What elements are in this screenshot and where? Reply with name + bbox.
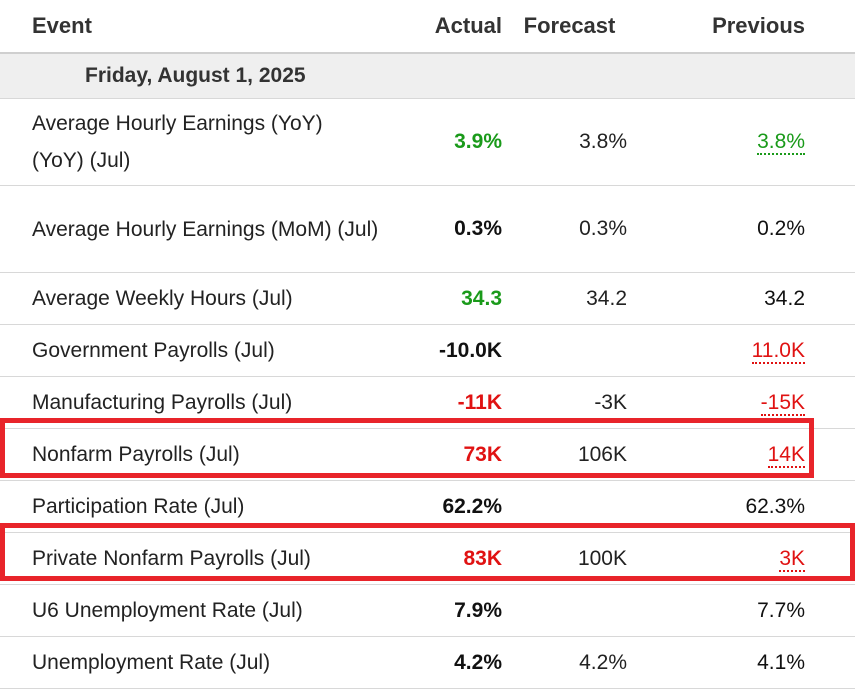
- previous-revised-value[interactable]: 14K: [767, 442, 805, 468]
- event-name[interactable]: Participation Rate (Jul): [0, 480, 390, 533]
- header-event[interactable]: Event: [0, 0, 390, 54]
- actual-value: 7.9%: [390, 584, 502, 637]
- previous-value: 34.2: [637, 272, 805, 325]
- actual-value: 73K: [390, 428, 502, 481]
- actual-value: -10.0K: [390, 324, 502, 377]
- previous-revised-value[interactable]: 11.0K: [751, 338, 805, 364]
- event-name[interactable]: Unemployment Rate (Jul): [0, 636, 390, 689]
- forecast-value: 100K: [502, 532, 637, 585]
- previous-value: 7.7%: [637, 584, 805, 637]
- previous-value: 4.1%: [637, 636, 805, 689]
- table-row[interactable]: Manufacturing Payrolls (Jul) -11K -3K -1…: [0, 376, 855, 429]
- date-group-row: Friday, August 1, 2025: [0, 53, 855, 99]
- actual-value: 4.2%: [390, 636, 502, 689]
- actual-value: 0.3%: [390, 185, 502, 273]
- table-row[interactable]: Government Payrolls (Jul) -10.0K 11.0K: [0, 324, 855, 377]
- table-row[interactable]: Nonfarm Payrolls (Jul) 73K 106K 14K: [0, 428, 855, 481]
- table-row[interactable]: Average Weekly Hours (Jul) 34.3 34.2 34.…: [0, 272, 855, 325]
- previous-value: 0.2%: [637, 185, 805, 273]
- table-row[interactable]: Average Hourly Earnings (YoY) (YoY) (Jul…: [0, 98, 855, 186]
- previous-value: 62.3%: [637, 480, 805, 533]
- event-name[interactable]: Average Weekly Hours (Jul): [0, 272, 390, 325]
- event-name[interactable]: Private Nonfarm Payrolls (Jul): [0, 532, 390, 585]
- previous-revised-value[interactable]: -15K: [760, 390, 805, 416]
- previous-revised-value[interactable]: 3K: [779, 546, 805, 572]
- previous-revised-value[interactable]: 3.8%: [757, 130, 805, 155]
- event-name[interactable]: U6 Unemployment Rate (Jul): [0, 584, 390, 637]
- event-name[interactable]: Government Payrolls (Jul): [0, 324, 390, 377]
- event-name[interactable]: Manufacturing Payrolls (Jul): [0, 376, 390, 429]
- header-forecast[interactable]: Forecast: [502, 0, 637, 54]
- forecast-value: 106K: [502, 428, 637, 481]
- table-row[interactable]: U6 Unemployment Rate (Jul) 7.9% 7.7%: [0, 584, 855, 637]
- forecast-value: [502, 480, 637, 533]
- actual-value: 83K: [390, 532, 502, 585]
- forecast-value: [502, 584, 637, 637]
- table-row[interactable]: Private Nonfarm Payrolls (Jul) 83K 100K …: [0, 532, 855, 585]
- table-header: Event Actual Forecast Previous: [0, 0, 855, 54]
- forecast-value: 4.2%: [502, 636, 637, 689]
- date-label: Friday, August 1, 2025: [0, 53, 855, 99]
- actual-value: -11K: [390, 376, 502, 429]
- actual-value: 62.2%: [390, 480, 502, 533]
- forecast-value: 34.2: [502, 272, 637, 325]
- header-actual[interactable]: Actual: [390, 0, 502, 54]
- forecast-value: [502, 324, 637, 377]
- actual-value: 3.9%: [390, 98, 502, 186]
- actual-value: 34.3: [390, 272, 502, 325]
- forecast-value: -3K: [502, 376, 637, 429]
- forecast-value: 0.3%: [502, 185, 637, 273]
- forecast-value: 3.8%: [502, 98, 637, 186]
- header-spacer: [805, 0, 855, 54]
- event-name[interactable]: Average Hourly Earnings (MoM) (Jul): [0, 185, 390, 273]
- event-name[interactable]: Nonfarm Payrolls (Jul): [0, 428, 390, 481]
- table-row[interactable]: Unemployment Rate (Jul) 4.2% 4.2% 4.1%: [0, 636, 855, 689]
- table-row[interactable]: Average Hourly Earnings (MoM) (Jul) 0.3%…: [0, 185, 855, 273]
- table-row[interactable]: Participation Rate (Jul) 62.2% 62.3%: [0, 480, 855, 533]
- event-name[interactable]: Average Hourly Earnings (YoY) (YoY) (Jul…: [0, 98, 390, 186]
- header-previous[interactable]: Previous: [637, 0, 805, 54]
